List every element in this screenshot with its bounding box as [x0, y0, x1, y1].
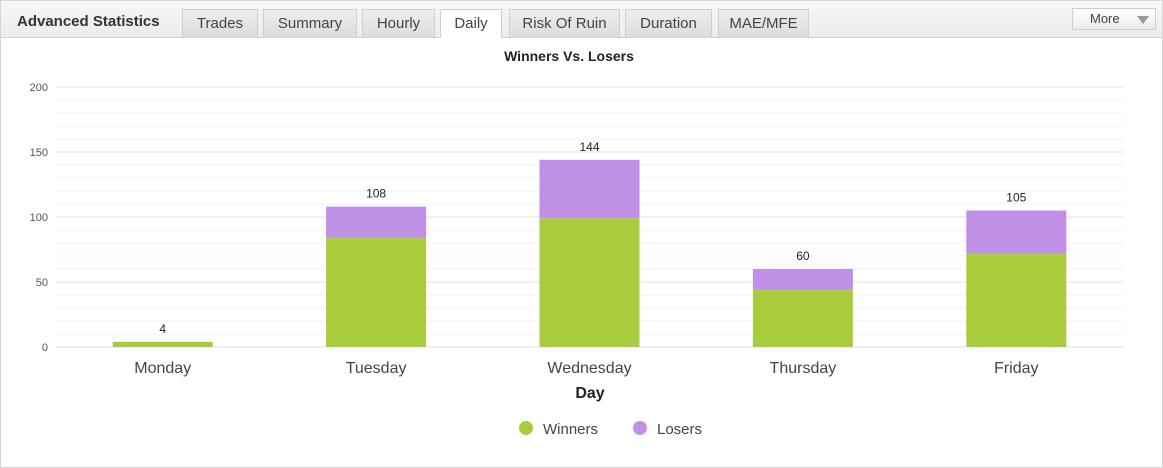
- bar-winners-monday[interactable]: [112, 341, 213, 347]
- legend-item-winners[interactable]: Winners: [519, 421, 598, 438]
- total-label-friday: 105: [1006, 191, 1026, 205]
- bar-winners-friday[interactable]: [966, 253, 1067, 347]
- x-axis-title: Day: [575, 385, 604, 402]
- bar-losers-wednesday[interactable]: [539, 159, 640, 219]
- tab-hourly[interactable]: Hourly: [362, 9, 435, 37]
- tab-duration[interactable]: Duration: [625, 9, 712, 37]
- y-tick-label: 200: [30, 82, 48, 94]
- bar-winners-wednesday[interactable]: [539, 218, 640, 347]
- bar-losers-tuesday[interactable]: [326, 206, 427, 238]
- more-label: More: [1090, 11, 1120, 26]
- y-tick-label: 100: [30, 212, 48, 224]
- legend-losers-marker: [633, 421, 647, 435]
- bar-winners-thursday[interactable]: [752, 289, 853, 347]
- chart-bars: [112, 159, 1067, 347]
- tab-risk-of-ruin[interactable]: Risk Of Ruin: [509, 9, 620, 37]
- chart-labels: 0 50 100 150 200 4 Monday 108 Tuesday 144 Wednesda…: [30, 82, 1039, 377]
- x-tick-label-thursday: Thursday: [770, 360, 837, 377]
- total-label-monday: 4: [159, 322, 166, 336]
- y-tick-label: 0: [42, 342, 48, 354]
- tab-mae-mfe[interactable]: MAE/MFE: [718, 9, 809, 37]
- y-tick-label: 150: [30, 147, 48, 159]
- panel-title: Advanced Statistics: [17, 13, 160, 30]
- x-tick-label-wednesday: Wednesday: [547, 360, 631, 377]
- tab-summary[interactable]: Summary: [263, 9, 357, 37]
- legend-winners-label: Winners: [543, 421, 598, 438]
- chevron-down-icon: [1137, 16, 1149, 24]
- x-tick-label-tuesday: Tuesday: [346, 360, 407, 377]
- tab-daily[interactable]: Daily: [440, 9, 502, 38]
- legend-item-losers[interactable]: Losers: [633, 421, 702, 438]
- total-label-tuesday: 108: [366, 187, 386, 201]
- more-dropdown[interactable]: More: [1072, 8, 1156, 30]
- panel-header: Advanced Statistics Trades Summary Hourl…: [1, 1, 1162, 38]
- chart-legend: Winners Losers: [519, 421, 702, 438]
- bar-losers-thursday[interactable]: [752, 269, 853, 290]
- chart-title: Winners Vs. Losers: [504, 48, 634, 64]
- bar-winners-tuesday[interactable]: [326, 237, 427, 347]
- y-tick-label: 50: [36, 277, 48, 289]
- x-tick-label-friday: Friday: [994, 360, 1038, 377]
- tab-trades[interactable]: Trades: [182, 9, 258, 37]
- legend-winners-marker: [519, 421, 533, 435]
- chart-grid: [56, 86, 1123, 348]
- bar-losers-friday[interactable]: [966, 210, 1067, 254]
- x-tick-label-monday: Monday: [134, 360, 191, 377]
- total-label-thursday: 60: [796, 249, 810, 263]
- legend-losers-label: Losers: [657, 421, 702, 438]
- total-label-wednesday: 144: [579, 140, 599, 154]
